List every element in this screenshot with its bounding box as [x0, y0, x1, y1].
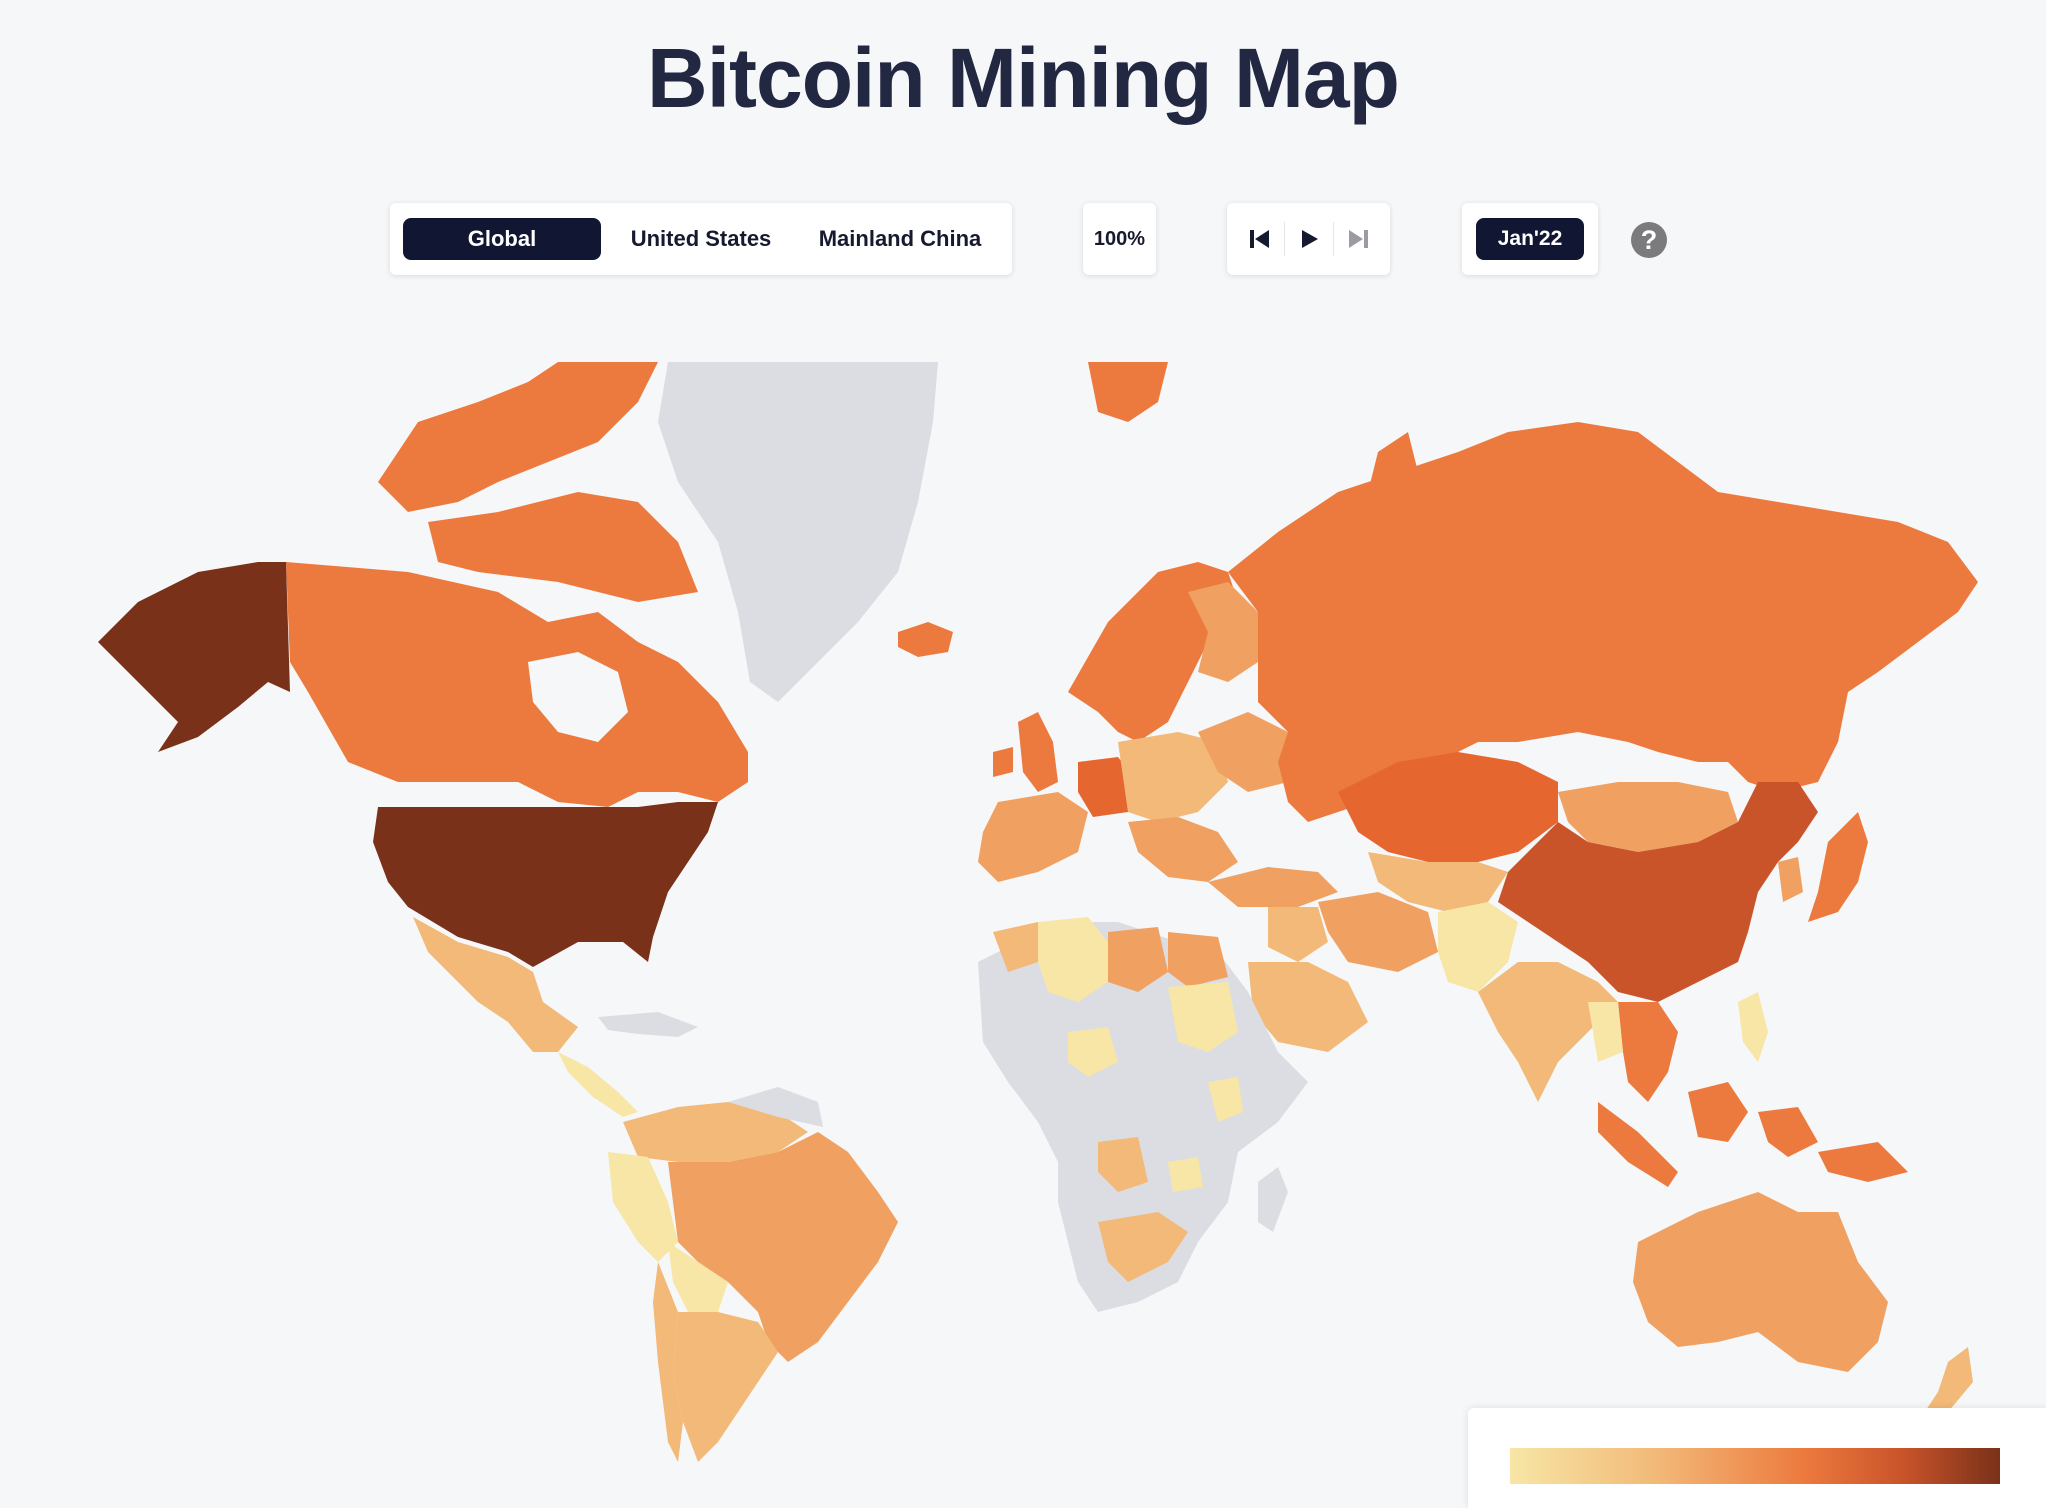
region-colombia-venezuela[interactable] [623, 1102, 808, 1162]
region-central-asia[interactable] [1368, 852, 1508, 912]
region-morocco[interactable] [993, 922, 1038, 972]
region-brazil[interactable] [668, 1132, 898, 1362]
region-afghanistan-pakistan[interactable] [1438, 902, 1518, 992]
region-egypt[interactable] [1168, 932, 1228, 987]
region-peru[interactable] [608, 1152, 678, 1262]
legend-gradient-bar [1510, 1448, 2000, 1484]
region-turkey[interactable] [1208, 867, 1338, 907]
region-svalbard[interactable] [1088, 362, 1168, 422]
region-kazakhstan[interactable] [1338, 752, 1558, 862]
region-ukraine-belarus[interactable] [1198, 712, 1288, 792]
region-russia[interactable] [1228, 422, 1978, 822]
region-zambia[interactable] [1168, 1157, 1203, 1192]
region-indonesia-borneo[interactable] [1688, 1082, 1748, 1142]
world-map-svg [98, 362, 1978, 1462]
region-selector: Global United States Mainland China [390, 203, 1012, 275]
region-australia[interactable] [1633, 1192, 1888, 1372]
skip-to-end-icon [1348, 230, 1368, 248]
region-indonesia-east[interactable] [1758, 1107, 1818, 1157]
divider [1283, 222, 1285, 256]
tab-mainland-china[interactable]: Mainland China [818, 226, 982, 251]
hudson-bay [528, 652, 628, 742]
region-mongolia[interactable] [1558, 782, 1738, 852]
region-chile[interactable] [653, 1262, 683, 1462]
region-angola[interactable] [1098, 1137, 1148, 1192]
page-title: Bitcoin Mining Map [647, 31, 1400, 125]
world-map[interactable] [78, 362, 1980, 1462]
region-sudan[interactable] [1168, 982, 1238, 1052]
tab-united-states[interactable]: United States [630, 226, 772, 251]
region-saudi-arabia[interactable] [1248, 962, 1368, 1052]
region-iran[interactable] [1318, 892, 1438, 972]
skip-to-start-icon [1249, 230, 1269, 248]
region-novaya-zemlya[interactable] [1368, 432, 1418, 522]
skip-to-start-button[interactable] [1239, 218, 1281, 260]
zoom-level-button[interactable]: 100% [1083, 203, 1156, 275]
play-icon [1301, 230, 1318, 248]
divider [1332, 222, 1334, 256]
region-libya[interactable] [1108, 927, 1168, 992]
region-korea[interactable] [1778, 857, 1803, 902]
region-indonesia-sumatra[interactable] [1598, 1102, 1678, 1187]
date-selector[interactable]: Jan'22 [1462, 203, 1598, 275]
region-nigeria[interactable] [1068, 1027, 1118, 1077]
region-philippines[interactable] [1738, 992, 1768, 1062]
region-alaska[interactable] [98, 562, 290, 752]
region-china[interactable] [1498, 782, 1818, 1002]
region-japan[interactable] [1808, 812, 1868, 922]
region-greenland[interactable] [658, 362, 938, 702]
play-button[interactable] [1288, 218, 1330, 260]
help-button[interactable]: ? [1631, 222, 1667, 258]
region-png[interactable] [1818, 1142, 1908, 1182]
region-bolivia[interactable] [668, 1242, 728, 1312]
region-iceland[interactable] [898, 622, 953, 657]
tab-global[interactable]: Global [403, 218, 601, 260]
skip-to-end-button[interactable] [1337, 218, 1379, 260]
region-india[interactable] [1478, 962, 1618, 1102]
region-finland[interactable] [1188, 582, 1258, 682]
region-france-iberia[interactable] [978, 792, 1088, 882]
region-south-africa[interactable] [1098, 1212, 1188, 1282]
region-central-america[interactable] [558, 1052, 638, 1117]
region-canada-islands-2[interactable] [428, 492, 698, 602]
region-central-europe[interactable] [1118, 732, 1228, 822]
question-mark-icon: ? [1640, 224, 1658, 255]
color-legend [1468, 1408, 2046, 1508]
region-guianas[interactable] [728, 1087, 823, 1127]
region-mexico[interactable] [413, 917, 578, 1052]
region-iraq-syria[interactable] [1268, 907, 1328, 962]
region-madagascar[interactable] [1258, 1167, 1288, 1232]
region-ireland[interactable] [993, 747, 1013, 777]
region-se-asia[interactable] [1618, 1002, 1678, 1102]
date-label: Jan'22 [1476, 218, 1584, 260]
region-se-asia-2[interactable] [1588, 1002, 1623, 1062]
region-argentina[interactable] [673, 1312, 778, 1462]
region-kenya[interactable] [1208, 1077, 1243, 1122]
region-canada-islands[interactable] [378, 362, 658, 512]
region-algeria[interactable] [1038, 917, 1108, 1002]
region-balkans[interactable] [1128, 817, 1238, 882]
playback-controls [1227, 203, 1390, 275]
region-canada[interactable] [286, 562, 748, 807]
region-caribbean[interactable] [598, 1012, 698, 1037]
region-uk[interactable] [1018, 712, 1058, 792]
region-united-states[interactable] [373, 802, 718, 967]
